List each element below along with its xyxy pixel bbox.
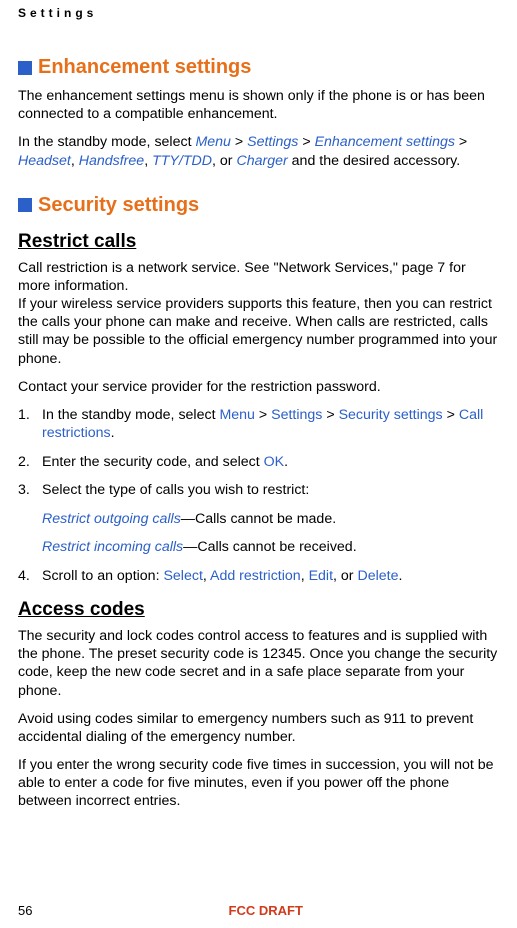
text-run: . — [399, 568, 403, 584]
page-content: Enhancement settings The enhancement sett… — [18, 56, 499, 835]
text-run: > — [255, 407, 271, 423]
page: Settings Enhancement settings The enhance… — [0, 0, 517, 928]
text-run: Avoid using codes similar to emergency n… — [18, 711, 473, 745]
menu-link: Restrict outgoing calls — [42, 511, 181, 527]
numbered-steps: 1.In the standby mode, select Menu > Set… — [18, 406, 499, 585]
text-run: Call restriction is a network service. S… — [18, 260, 466, 294]
text-run: . — [284, 454, 288, 470]
step-body: Enter the security code, and select OK. — [42, 453, 499, 471]
menu-link: Delete — [357, 568, 398, 584]
text-run: Contact your service provider for the re… — [18, 379, 381, 395]
paragraph: The enhancement settings menu is shown o… — [18, 87, 499, 123]
text-run: —Calls cannot be received. — [183, 539, 357, 555]
text-run: , — [203, 568, 210, 584]
menu-link: OK — [264, 454, 285, 470]
text-run: Enter the security code, and select — [42, 454, 264, 470]
paragraph: Call restriction is a network service. S… — [18, 259, 499, 295]
subsection-title: Restrict calls — [18, 231, 499, 253]
menu-link: Add restriction — [210, 568, 301, 584]
text-run: > — [298, 134, 314, 150]
text-run: , — [144, 153, 152, 169]
text-run: > — [231, 134, 247, 150]
text-run: —Calls cannot be made. — [181, 511, 336, 527]
section-title: Enhancement settings — [38, 56, 251, 79]
step-number: 1. — [18, 406, 42, 443]
menu-link: Security settings — [339, 407, 443, 423]
menu-link: TTY/TDD — [152, 153, 212, 169]
step-item: 2.Enter the security code, and select OK… — [18, 453, 499, 471]
text-run: In the standby mode, select — [18, 134, 195, 150]
text-run: > — [455, 134, 467, 150]
page-number: 56 — [18, 903, 32, 918]
page-footer: 56 FCC DRAFT — [18, 903, 499, 918]
text-run: and the desired accessory. — [288, 153, 460, 169]
step-body: Scroll to an option: Select, Add restric… — [42, 567, 499, 585]
fcc-draft-label: FCC DRAFT — [229, 903, 303, 918]
paragraph: In the standby mode, select Menu > Setti… — [18, 133, 499, 169]
text-run: In the standby mode, select — [42, 407, 219, 423]
text-run: . — [111, 425, 115, 441]
text-run: If your wireless service providers suppo… — [18, 296, 497, 367]
menu-link: Enhancement settings — [315, 134, 455, 150]
menu-link: Select — [163, 568, 202, 584]
step-item: 3.Select the type of calls you wish to r… — [18, 481, 499, 499]
step-subitem: Restrict outgoing calls—Calls cannot be … — [42, 510, 499, 528]
text-run: , — [71, 153, 79, 169]
menu-link: Settings — [271, 407, 322, 423]
step-body: In the standby mode, select Menu > Setti… — [42, 406, 499, 443]
menu-link: Handsfree — [79, 153, 144, 169]
menu-link: Settings — [247, 134, 298, 150]
paragraph: The security and lock codes control acce… — [18, 627, 499, 700]
subsection-title: Access codes — [18, 599, 499, 621]
paragraph: If you enter the wrong security code fiv… — [18, 756, 499, 811]
running-header: Settings — [18, 6, 499, 20]
section-spacer — [18, 821, 499, 835]
section-spacer — [18, 180, 499, 194]
text-run: > — [322, 407, 338, 423]
menu-link: Menu — [219, 407, 255, 423]
text-run: , or — [212, 153, 236, 169]
menu-link: Headset — [18, 153, 71, 169]
section-heading: Enhancement settings — [18, 56, 499, 79]
square-bullet-icon — [18, 61, 32, 75]
text-run: , or — [333, 568, 357, 584]
menu-link: Edit — [309, 568, 333, 584]
text-run: The security and lock codes control acce… — [18, 628, 497, 699]
step-number: 4. — [18, 567, 42, 585]
section-title: Security settings — [38, 194, 199, 217]
menu-link: Charger — [236, 153, 287, 169]
step-subitem: Restrict incoming calls—Calls cannot be … — [42, 538, 499, 556]
text-run: Select the type of calls you wish to res… — [42, 482, 309, 498]
text-run: If you enter the wrong security code fiv… — [18, 757, 494, 809]
step-number: 2. — [18, 453, 42, 471]
step-body: Select the type of calls you wish to res… — [42, 481, 499, 499]
text-run: The enhancement settings menu is shown o… — [18, 88, 485, 122]
menu-link: Restrict incoming calls — [42, 539, 183, 555]
paragraph: If your wireless service providers suppo… — [18, 295, 499, 368]
step-item: 4.Scroll to an option: Select, Add restr… — [18, 567, 499, 585]
text-run: , — [301, 568, 309, 584]
paragraph: Avoid using codes similar to emergency n… — [18, 710, 499, 746]
step-item: 1.In the standby mode, select Menu > Set… — [18, 406, 499, 443]
paragraph: Contact your service provider for the re… — [18, 378, 499, 396]
menu-link: Menu — [195, 134, 231, 150]
square-bullet-icon — [18, 198, 32, 212]
text-run: Scroll to an option: — [42, 568, 163, 584]
text-run: > — [443, 407, 459, 423]
step-number: 3. — [18, 481, 42, 499]
section-heading: Security settings — [18, 194, 499, 217]
